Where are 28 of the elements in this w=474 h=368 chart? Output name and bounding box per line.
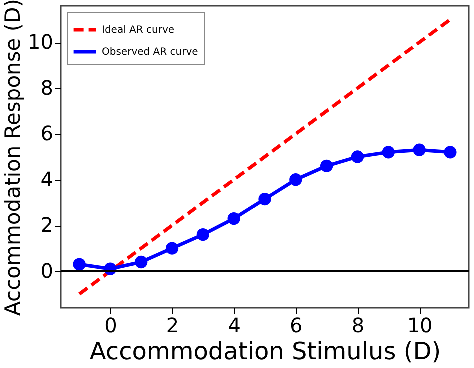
- point: [228, 212, 240, 226]
- x-tick-label: 10: [407, 314, 433, 338]
- y-tick-label: 0: [40, 258, 54, 283]
- point: [258, 193, 272, 206]
- y-tick-label: 8: [40, 76, 54, 100]
- point: [413, 144, 426, 156]
- point: [196, 228, 210, 242]
- point: [320, 160, 334, 172]
- point: [382, 146, 395, 159]
- x-tick-label: 6: [290, 314, 303, 338]
- y-tick-label: 10: [28, 30, 54, 54]
- x-axis-title: Accommodation Stimulus (D): [90, 338, 442, 366]
- point: [166, 242, 179, 255]
- point: [351, 150, 364, 164]
- legend-label: Observed AR curve: [102, 47, 198, 58]
- y-tick-label: 6: [40, 122, 54, 146]
- y-tick-label: 2: [40, 213, 54, 238]
- y-axis-title: Accommodation Response (D): [1, 0, 26, 316]
- point: [290, 174, 302, 186]
- x-tick-label: 0: [104, 314, 118, 338]
- point: [135, 256, 148, 269]
- x-tick-label: 4: [228, 314, 241, 338]
- x-tick-label: 2: [166, 314, 180, 338]
- point: [73, 258, 86, 271]
- x-tick-label: 8: [352, 314, 365, 338]
- y-tick-label: 4: [40, 167, 54, 192]
- legend-label: Ideal AR curve: [102, 25, 175, 36]
- point: [444, 146, 457, 159]
